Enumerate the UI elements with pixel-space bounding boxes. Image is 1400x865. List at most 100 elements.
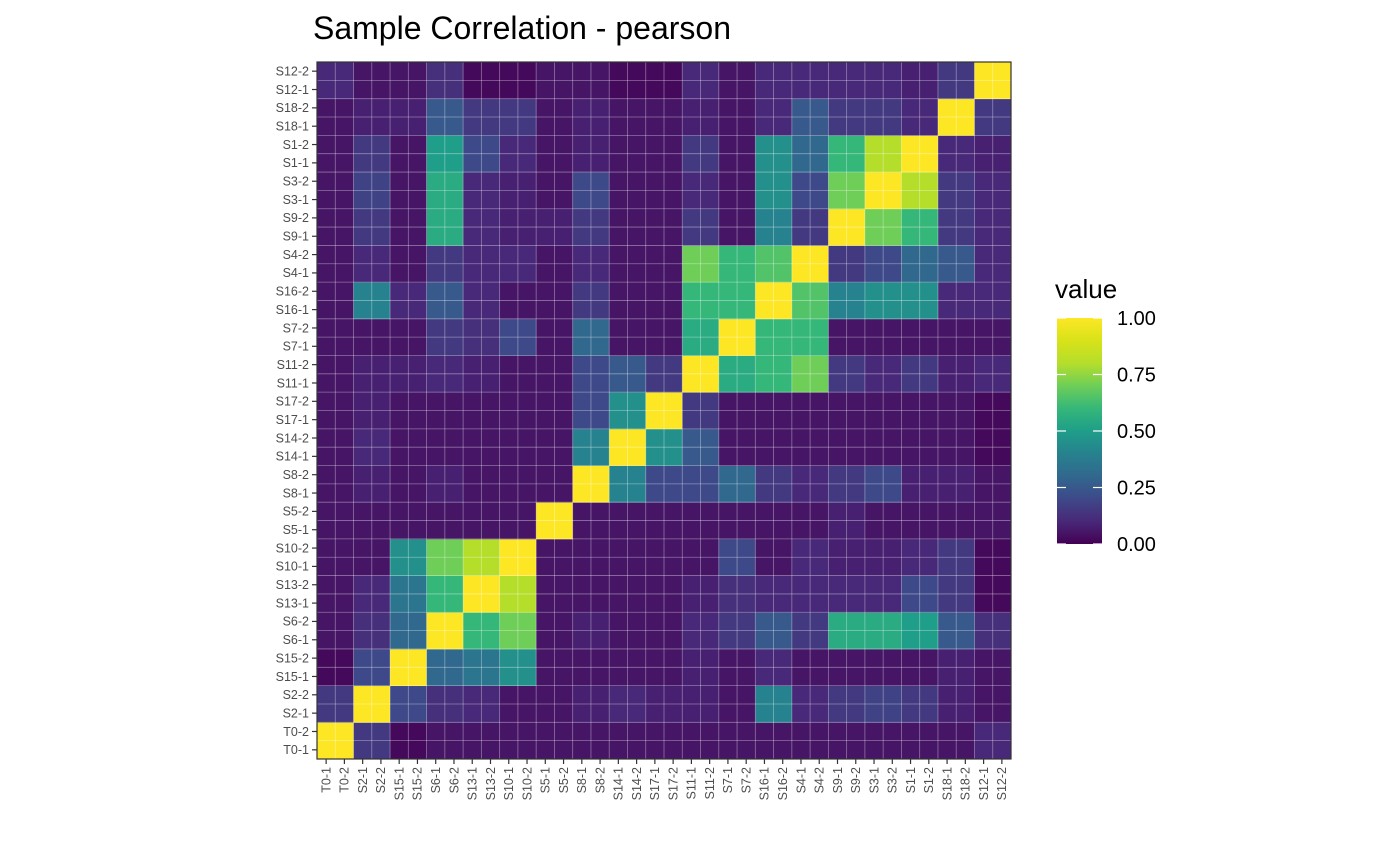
heatmap-cell [371,465,391,485]
heatmap-cell [956,740,975,760]
heatmap-cell [700,685,720,705]
heatmap-cell [810,355,829,375]
heatmap-cell [992,428,1012,448]
heatmap-cell [992,337,1012,356]
x-tick-label: S4-1 [794,767,808,793]
heatmap-cell [919,428,939,448]
heatmap-cell [883,300,902,320]
heatmap-cell [773,172,793,191]
heatmap-cell [718,502,738,521]
heatmap-cell [937,428,957,448]
heatmap-cell [463,465,482,485]
heatmap-cell [718,538,738,558]
heatmap-cell [426,703,446,723]
heatmap-cell [499,392,519,411]
heatmap-cell [718,447,738,466]
heatmap-cell [755,667,774,687]
heatmap-cell [627,153,647,173]
heatmap-cell [682,685,701,705]
heatmap-cell [883,208,902,228]
heatmap-cell [481,557,501,576]
heatmap-cell [992,98,1012,118]
heatmap-cell [737,685,756,705]
y-tick-label: S6-1 [283,633,309,647]
heatmap-cell [645,575,665,595]
heatmap-cell [554,153,574,173]
heatmap-cell [444,245,464,265]
heatmap-cell [974,557,994,576]
heatmap-cell [590,447,610,466]
heatmap-cell [554,355,574,375]
heatmap-cell [517,300,537,320]
heatmap-cell [481,190,501,210]
heatmap-cell [737,282,756,301]
heatmap-cell [773,80,793,100]
heatmap-cell [609,520,628,540]
heatmap-cell [627,593,647,613]
heatmap-cell [499,465,519,485]
heatmap-cell [737,520,756,540]
heatmap-cell [408,722,427,742]
heatmap-cell [718,300,738,320]
x-tick-label: S12-1 [977,767,991,800]
heatmap-cell [919,575,939,595]
heatmap-cell [974,630,994,650]
heatmap-cell [517,318,537,338]
heatmap-cell [645,557,665,576]
heatmap-cell [846,98,866,118]
heatmap-cell [463,392,482,411]
heatmap-cell [426,80,446,100]
heatmap-cell [828,612,848,631]
heatmap-cell [737,740,756,760]
heatmap-cell [444,80,464,100]
heatmap-cell [919,300,939,320]
heatmap-cell [317,630,336,650]
heatmap-cell [426,740,446,760]
heatmap-cell [755,447,774,466]
heatmap-cell [317,465,336,485]
legend-tick-label: 0.75 [1117,365,1156,387]
heatmap-cell [937,703,957,723]
heatmap-cell [700,428,720,448]
heatmap-cell [864,428,884,448]
heatmap-cell [919,117,939,136]
heatmap-cell [664,300,683,320]
heatmap-cell [974,703,994,723]
heatmap-cell [371,410,391,430]
heatmap-cell [408,428,427,448]
heatmap-cell [627,337,647,356]
heatmap-cell [919,447,939,466]
heatmap-cell [609,410,628,430]
heatmap-cell [426,593,446,613]
heatmap-cell [371,62,391,81]
heatmap-cell [590,502,610,521]
heatmap-cell [664,172,683,191]
heatmap-cell [590,557,610,576]
heatmap-cell [444,722,464,742]
heatmap-cell [846,630,866,650]
heatmap-cell [791,667,811,687]
heatmap-cell [901,740,921,760]
heatmap-cell [444,557,464,576]
heatmap-cell [645,263,665,283]
heatmap-cell [590,410,610,430]
heatmap-cell [901,208,921,228]
heatmap-cell [901,62,921,81]
x-tick-label: S15-1 [392,767,406,800]
heatmap-cell [627,428,647,448]
heatmap-cell [554,667,574,687]
heatmap-cell [937,465,957,485]
heatmap-cell [937,722,957,742]
heatmap-cell [390,575,409,595]
heatmap-cell [773,135,793,155]
heatmap-cell [371,538,391,558]
heatmap-cell [846,447,866,466]
heatmap-cell [810,703,829,723]
heatmap-cell [572,483,592,503]
heatmap-cell [572,98,592,118]
heatmap-cell [645,135,665,155]
heatmap-cell [517,483,537,503]
heatmap-cell [353,593,373,613]
heatmap-cell [572,520,592,540]
heatmap-cell [463,172,482,191]
